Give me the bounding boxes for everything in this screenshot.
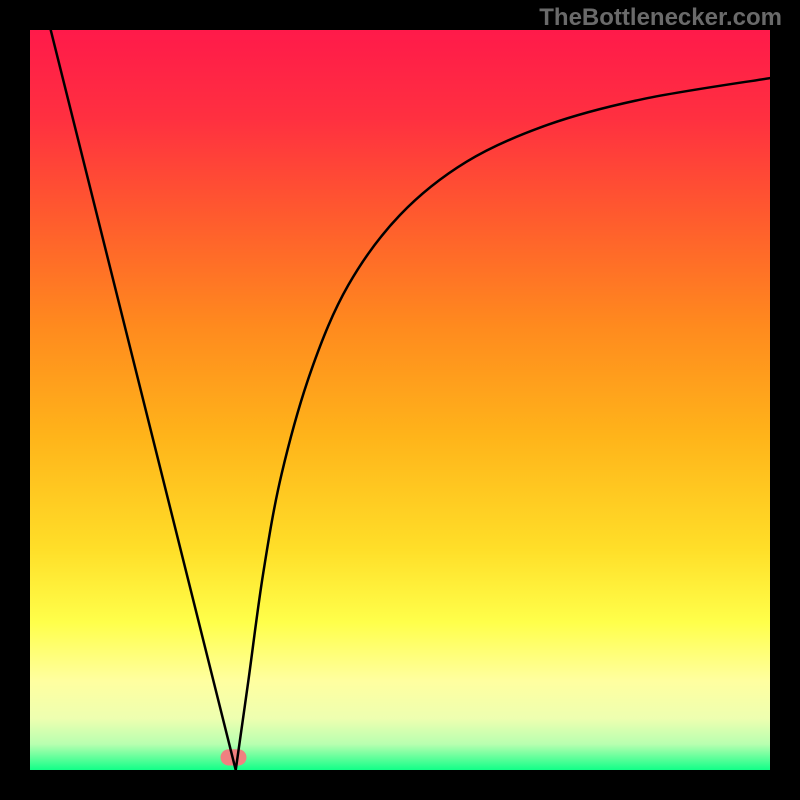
watermark-text: TheBottlenecker.com	[539, 4, 782, 32]
chart-container: TheBottlenecker.com	[0, 0, 800, 800]
plot-area	[30, 30, 770, 770]
chart-svg	[30, 30, 770, 770]
gradient-background	[30, 30, 770, 770]
